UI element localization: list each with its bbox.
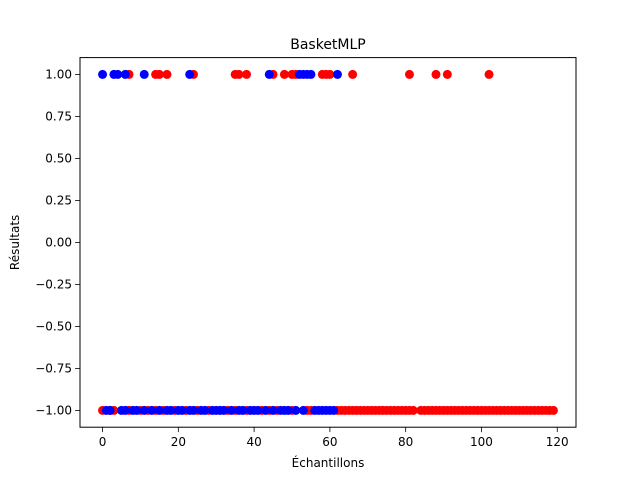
data-point xyxy=(154,405,164,415)
data-point xyxy=(404,69,414,79)
data-point xyxy=(329,405,339,415)
data-point xyxy=(291,405,301,415)
data-point xyxy=(120,405,130,415)
data-point xyxy=(154,69,164,79)
chart-title: BasketMLP xyxy=(290,37,366,53)
y-tick-label: 0.50 xyxy=(45,152,72,166)
data-point xyxy=(185,69,195,79)
data-point xyxy=(105,405,115,415)
x-axis: 0 20 40 60 80 100 120 xyxy=(99,427,569,449)
data-point xyxy=(238,405,248,415)
y-tick-label: 0.25 xyxy=(45,194,72,208)
data-point xyxy=(548,405,558,415)
data-point xyxy=(162,69,172,79)
y-tick-label: 1.00 xyxy=(45,68,72,82)
data-point xyxy=(484,69,494,79)
x-tick-label: 20 xyxy=(171,435,186,449)
y-tick-label: 0.00 xyxy=(45,236,72,250)
x-tick-label: 60 xyxy=(322,435,337,449)
data-point xyxy=(98,69,108,79)
data-point xyxy=(219,405,229,415)
data-point xyxy=(431,69,441,79)
data-point xyxy=(332,69,342,79)
data-point xyxy=(442,69,452,79)
x-tick-label: 120 xyxy=(546,435,569,449)
y-tick-label: −1.00 xyxy=(35,404,72,418)
x-tick-label: 0 xyxy=(99,435,107,449)
data-point xyxy=(279,69,289,79)
data-point xyxy=(325,69,335,79)
data-point xyxy=(113,69,123,79)
y-tick-label: −0.50 xyxy=(35,320,72,334)
x-axis-label: Échantillons xyxy=(292,455,365,470)
data-point xyxy=(120,69,130,79)
y-tick-label: −0.75 xyxy=(35,362,72,376)
y-axis-label: Résultats xyxy=(8,215,22,270)
data-point xyxy=(253,405,263,415)
data-point xyxy=(147,405,157,415)
data-point xyxy=(132,405,142,415)
y-tick-label: 0.75 xyxy=(45,110,72,124)
data-point xyxy=(139,405,149,415)
data-point xyxy=(260,405,270,415)
data-point xyxy=(298,405,308,415)
data-point xyxy=(177,405,187,415)
data-point xyxy=(139,69,149,79)
x-tick-label: 40 xyxy=(246,435,261,449)
data-point xyxy=(200,405,210,415)
data-point xyxy=(188,405,198,415)
data-point xyxy=(306,69,316,79)
data-point xyxy=(166,405,176,415)
data-point xyxy=(408,405,418,415)
plot-area xyxy=(98,69,558,415)
y-tick-label: −0.25 xyxy=(35,278,72,292)
x-tick-label: 100 xyxy=(470,435,493,449)
x-tick-label: 80 xyxy=(398,435,413,449)
data-point xyxy=(348,69,358,79)
y-axis: −1.00 −0.75 −0.50 −0.25 0.00 0.25 0.50 0.75 1.00 xyxy=(35,68,80,418)
data-point xyxy=(283,405,293,415)
data-point xyxy=(226,405,236,415)
data-point xyxy=(234,69,244,79)
data-point xyxy=(268,405,278,415)
data-point xyxy=(264,69,274,79)
data-point xyxy=(242,69,252,79)
